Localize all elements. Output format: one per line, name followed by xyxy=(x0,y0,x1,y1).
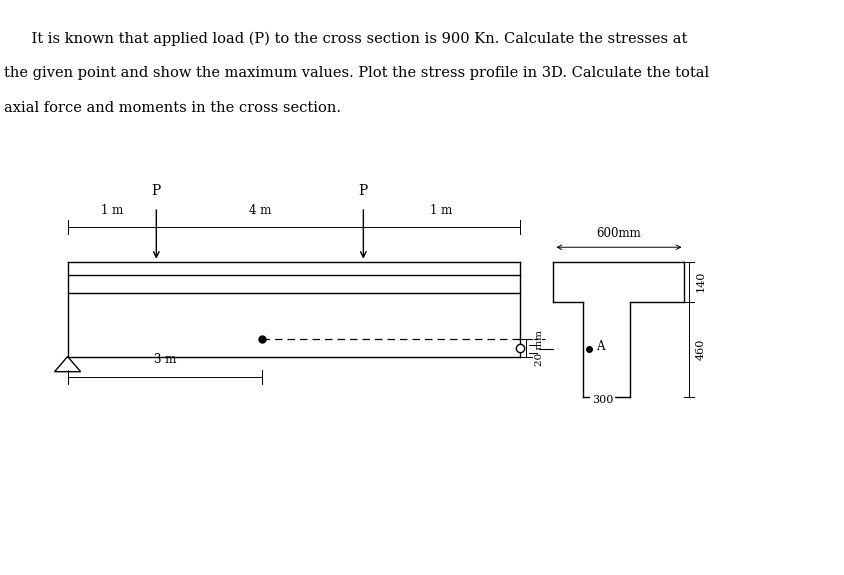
Text: 20 mm: 20 mm xyxy=(534,330,544,366)
Text: A: A xyxy=(595,340,603,352)
Text: P: P xyxy=(359,185,367,198)
Text: 3 m: 3 m xyxy=(154,353,176,366)
Text: 140: 140 xyxy=(695,271,705,293)
Text: It is known that applied load (P) to the cross section is 900 Kn. Calculate the : It is known that applied load (P) to the… xyxy=(13,32,686,46)
Text: 300: 300 xyxy=(591,394,613,405)
Text: 600mm: 600mm xyxy=(596,227,641,240)
Text: axial force and moments in the cross section.: axial force and moments in the cross sec… xyxy=(4,101,341,114)
Text: 460: 460 xyxy=(695,339,705,360)
Text: P: P xyxy=(152,185,160,198)
Text: 1 m: 1 m xyxy=(430,204,452,217)
Text: 1 m: 1 m xyxy=(100,204,123,217)
Text: 4 m: 4 m xyxy=(248,204,271,217)
Text: the given point and show the maximum values. Plot the stress profile in 3D. Calc: the given point and show the maximum val… xyxy=(4,66,708,80)
